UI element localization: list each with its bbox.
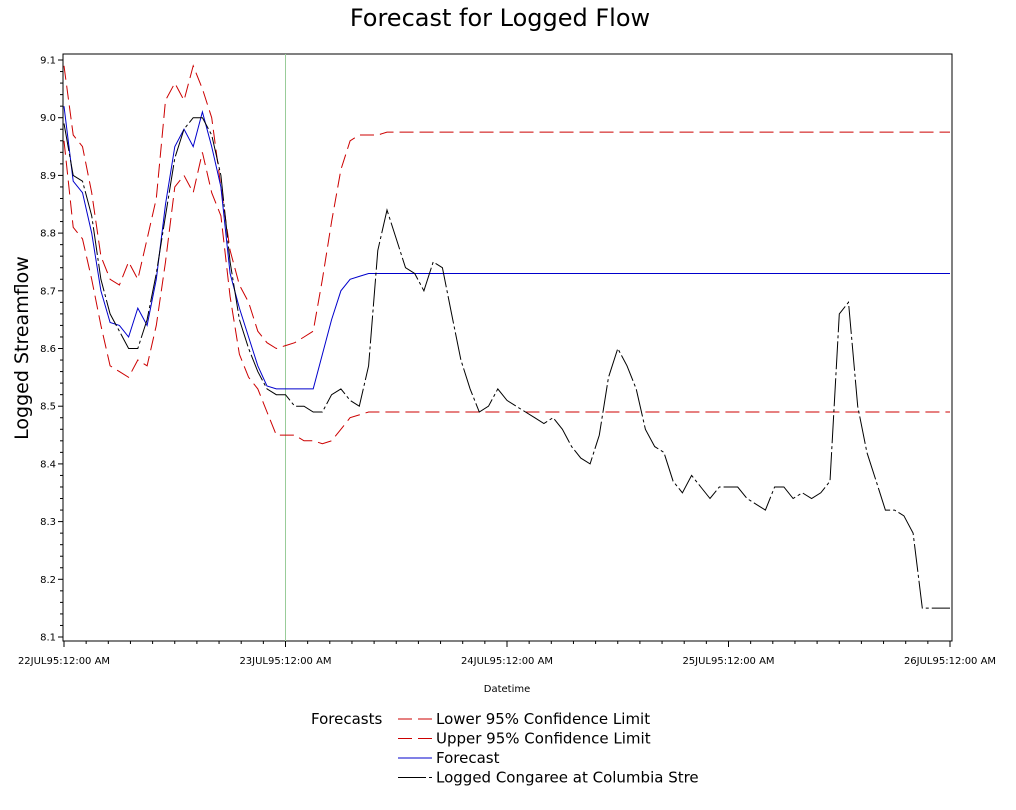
y-tick-label: 8.8 — [40, 229, 56, 240]
y-tick-label: 9.0 — [40, 113, 56, 124]
legend-label: Upper 95% Confidence Limit — [436, 730, 651, 748]
y-tick-label: 8.3 — [40, 517, 56, 528]
legend-label: Logged Congaree at Columbia Stre — [436, 769, 699, 787]
x-axis-title: Datetime — [484, 684, 531, 695]
y-tick-label: 8.6 — [40, 344, 56, 355]
y-tick-label: 8.9 — [40, 171, 56, 182]
chart-title: Forecast for Logged Flow — [350, 4, 650, 32]
y-axis-title: Logged Streamflow — [11, 256, 33, 440]
x-tick-label: 24JUL95:12:00 AM — [461, 656, 553, 667]
x-tick-label: 26JUL95:12:00 AM — [904, 656, 996, 667]
series-layer — [63, 64, 950, 609]
series-line-1 — [63, 64, 950, 350]
x-tick-label: 25JUL95:12:00 AM — [682, 656, 774, 667]
plot-area — [62, 53, 953, 642]
y-tick-label: 8.4 — [40, 459, 56, 470]
x-axis: 22JUL95:12:00 AM 23JUL95:12:00 AM 24JUL95:… — [18, 641, 996, 667]
y-tick-label: 8.7 — [40, 286, 56, 297]
y-tick-label: 9.1 — [40, 56, 56, 67]
legend-label: Lower 95% Confidence Limit — [436, 710, 650, 728]
legend: Forecasts Lower 95% Confidence Limit Uppe… — [311, 710, 699, 787]
series-line-0 — [63, 140, 950, 445]
x-tick-label: 22JUL95:12:00 AM — [18, 656, 110, 667]
y-axis: 8.1 8.2 8.3 8.4 8.5 8.6 8.7 8.8 8.9 9.0 9.1 — [40, 56, 63, 644]
legend-label: Forecast — [436, 749, 500, 767]
legend-title: Forecasts — [311, 710, 382, 728]
x-tick-label: 23JUL95:12:00 AM — [239, 656, 331, 667]
series-line-3 — [63, 117, 950, 609]
y-tick-label: 8.1 — [40, 633, 56, 644]
series-line-2 — [63, 106, 950, 390]
y-tick-label: 8.2 — [40, 575, 56, 586]
y-tick-label: 8.5 — [40, 402, 56, 413]
